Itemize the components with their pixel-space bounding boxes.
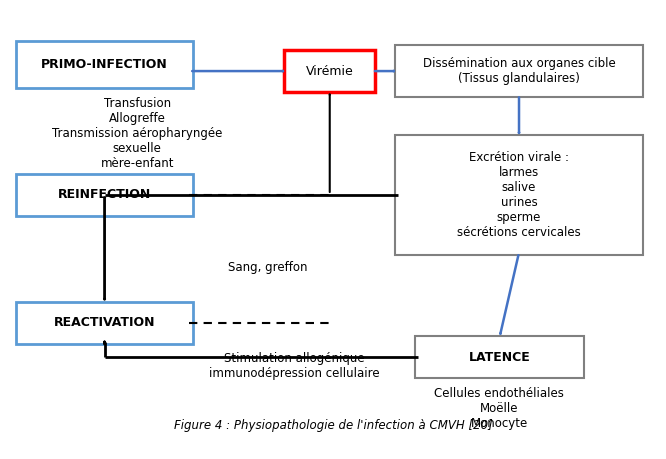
Text: LATENCE: LATENCE bbox=[469, 351, 530, 364]
Text: REINFECTION: REINFECTION bbox=[58, 188, 151, 202]
FancyBboxPatch shape bbox=[17, 174, 192, 216]
FancyBboxPatch shape bbox=[395, 135, 643, 255]
Text: Cellules endothéliales
Moëlle
Monocyte: Cellules endothéliales Moëlle Monocyte bbox=[434, 387, 564, 430]
FancyBboxPatch shape bbox=[17, 41, 192, 88]
Text: Stimulation allogénique
immunodépression cellulaire: Stimulation allogénique immunodépression… bbox=[208, 352, 379, 380]
FancyBboxPatch shape bbox=[395, 45, 643, 97]
Text: Excrétion virale :
larmes
salive
urines
sperme
sécrétions cervicales: Excrétion virale : larmes salive urines … bbox=[457, 151, 581, 239]
FancyBboxPatch shape bbox=[415, 336, 584, 378]
Text: Dissémination aux organes cible
(Tissus glandulaires): Dissémination aux organes cible (Tissus … bbox=[423, 57, 615, 85]
Text: PRIMO-INFECTION: PRIMO-INFECTION bbox=[41, 58, 168, 71]
Text: Sang, greffon: Sang, greffon bbox=[228, 261, 308, 274]
Text: REACTIVATION: REACTIVATION bbox=[54, 316, 155, 330]
Text: Virémie: Virémie bbox=[306, 65, 354, 78]
FancyBboxPatch shape bbox=[17, 302, 192, 344]
Text: Transfusion
Allogreffe
Transmission aéropharyngée
sexuelle
mère-enfant: Transfusion Allogreffe Transmission aéro… bbox=[52, 97, 222, 170]
FancyBboxPatch shape bbox=[284, 50, 376, 92]
Text: Figure 4 : Physiopathologie de l'infection à CMVH [20]: Figure 4 : Physiopathologie de l'infecti… bbox=[174, 419, 492, 432]
